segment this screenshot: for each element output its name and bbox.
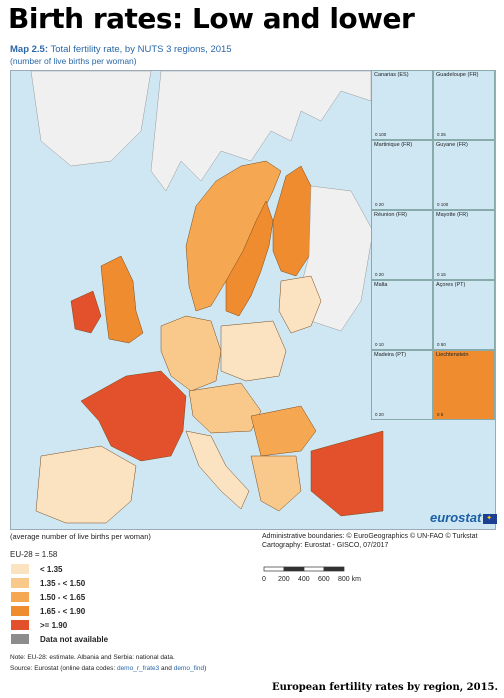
- inset-guyane: Guyane (FR) 0 100: [433, 140, 495, 210]
- credits-line-2: Cartography: Eurostat - GISCO, 07/2017: [262, 542, 389, 549]
- inset-scale: 0 25: [437, 132, 446, 137]
- legend-eu-value: EU-28 = 1.58: [10, 550, 58, 559]
- caption: European fertility rates by region, 2015…: [271, 682, 498, 693]
- region-ireland: [70, 290, 102, 334]
- note-line: Note: EU-28: estimate. Albania and Serbi…: [10, 654, 175, 661]
- legend-label: 1.50 - < 1.65: [40, 592, 86, 602]
- russia-west: [300, 185, 374, 332]
- legend-swatch: [10, 591, 30, 603]
- legend-swatch: [10, 563, 30, 575]
- region-uk: [100, 255, 144, 344]
- map-credits: Administrative boundaries: © EuroGeograp…: [262, 532, 477, 550]
- legend-item: 1.65 - < 1.90: [10, 605, 108, 617]
- map-title-prefix: Map 2.5:: [10, 44, 49, 55]
- legend-item: 1.50 - < 1.65: [10, 591, 108, 603]
- map-title: Map 2.5: Total fertility rate, by NUTS 3…: [10, 44, 232, 55]
- inset-mayotte: Mayotte (FR) 0 15: [433, 210, 495, 280]
- legend-swatch: [10, 605, 30, 617]
- iceland-area: [30, 71, 152, 167]
- legend-item: >= 1.90: [10, 619, 108, 631]
- inset-label: Réunion (FR): [374, 212, 408, 218]
- legend-item: 1.35 - < 1.50: [10, 577, 108, 589]
- inset-label: Guyane (FR): [436, 142, 468, 148]
- arctic-land: [150, 71, 372, 192]
- logo-text: eurostat: [430, 510, 482, 525]
- legend-label: 1.65 - < 1.90: [40, 606, 86, 616]
- region-iberia: [35, 445, 137, 524]
- inset-guadeloupe: Guadeloupe (FR) 0 25: [433, 70, 495, 140]
- source-line: Source: Eurostat (online data codes: dem…: [10, 663, 206, 674]
- inset-acores: Açores (PT) 0 50: [433, 280, 495, 350]
- region-france: [80, 370, 187, 462]
- region-balkans: [250, 455, 302, 512]
- region-poland: [220, 320, 287, 382]
- inset-panels: Canarias (ES) 0 100 Guadeloupe (FR) 0 25…: [371, 70, 495, 420]
- legend-swatch: [10, 633, 30, 645]
- inset-label: Guadeloupe (FR): [436, 72, 479, 78]
- source-suffix: ): [204, 665, 207, 672]
- region-sweden: [225, 200, 274, 317]
- inset-martinique: Martinique (FR) 0 20: [371, 140, 433, 210]
- inset-scale: 0 100: [437, 202, 449, 207]
- inset-scale: 0 100: [375, 132, 387, 137]
- data-code-link[interactable]: demo_find: [173, 665, 205, 672]
- inset-scale: 0 10: [375, 342, 384, 347]
- region-romania: [250, 405, 317, 457]
- legend: EU-28 = 1.58 < 1.35 1.35 - < 1.50 1.50 -…: [10, 550, 108, 647]
- inset-label: Malta: [374, 282, 388, 288]
- source-and: and: [159, 665, 174, 672]
- data-code-link[interactable]: demo_r_frate3: [116, 665, 160, 672]
- inset-label: Canarias (ES): [374, 72, 409, 78]
- inset-canarias: Canarias (ES) 0 100: [371, 70, 433, 140]
- inset-scale: 0 5: [437, 412, 444, 417]
- region-germany: [160, 315, 222, 392]
- inset-scale: 0 15: [437, 272, 446, 277]
- scale-tick-label: 200: [278, 576, 290, 583]
- inset-scale: 0 20: [375, 202, 384, 207]
- notes: Note: EU-28: estimate. Albania and Serbi…: [10, 652, 206, 674]
- inset-label: Madeira (PT): [374, 352, 407, 358]
- region-italy: [185, 430, 250, 510]
- legend-item: < 1.35: [10, 563, 108, 575]
- eu-flag-icon: [483, 513, 498, 524]
- source-prefix: Source: Eurostat (online data codes:: [10, 665, 117, 672]
- credits-line-1: Administrative boundaries: © EuroGeograp…: [262, 533, 478, 540]
- inset-label: Liechtenstein: [436, 352, 469, 358]
- map-subtitle: (number of live births per woman): [10, 56, 137, 66]
- inset-reunion: Réunion (FR) 0 20: [371, 210, 433, 280]
- region-central: [188, 382, 262, 434]
- legend-swatch: [10, 619, 30, 631]
- map-unit-note: (average number of live births per woman…: [10, 532, 151, 541]
- region-baltics: [278, 275, 322, 334]
- inset-liechtenstein: Liechtenstein 0 5: [433, 350, 495, 420]
- map-svg: [11, 71, 495, 529]
- legend-item: Data not available: [10, 633, 108, 645]
- inset-label: Mayotte (FR): [436, 212, 469, 218]
- inset-malta: Malta 0 10: [371, 280, 433, 350]
- inset-label: Martinique (FR): [374, 142, 413, 148]
- eurostat-logo: eurostat: [430, 510, 498, 525]
- map-title-text: Total fertility rate, by NUTS 3 regions,…: [50, 44, 232, 55]
- legend-label: < 1.35: [40, 564, 63, 574]
- legend-label: >= 1.90: [40, 620, 68, 630]
- legend-swatch: [10, 577, 30, 589]
- inset-scale: 0 20: [375, 272, 384, 277]
- scale-tick-label: 800 km: [338, 576, 361, 583]
- inset-scale: 0 50: [437, 342, 446, 347]
- scale-bar: 0 200 400 600 800 km: [262, 562, 362, 592]
- legend-label: Data not available: [40, 634, 109, 644]
- scale-tick-label: 400: [298, 576, 310, 583]
- inset-scale: 0 20: [375, 412, 384, 417]
- scale-tick-label: 600: [318, 576, 330, 583]
- inset-label: Açores (PT): [436, 282, 466, 288]
- legend-label: 1.35 - < 1.50: [40, 578, 86, 588]
- scale-bar-graphic: [263, 566, 345, 572]
- headline: Birth rates: Low and lower: [8, 2, 415, 35]
- scale-tick-label: 0: [262, 576, 266, 583]
- region-turkey: [310, 430, 384, 517]
- inset-madeira: Madeira (PT) 0 20: [371, 350, 433, 420]
